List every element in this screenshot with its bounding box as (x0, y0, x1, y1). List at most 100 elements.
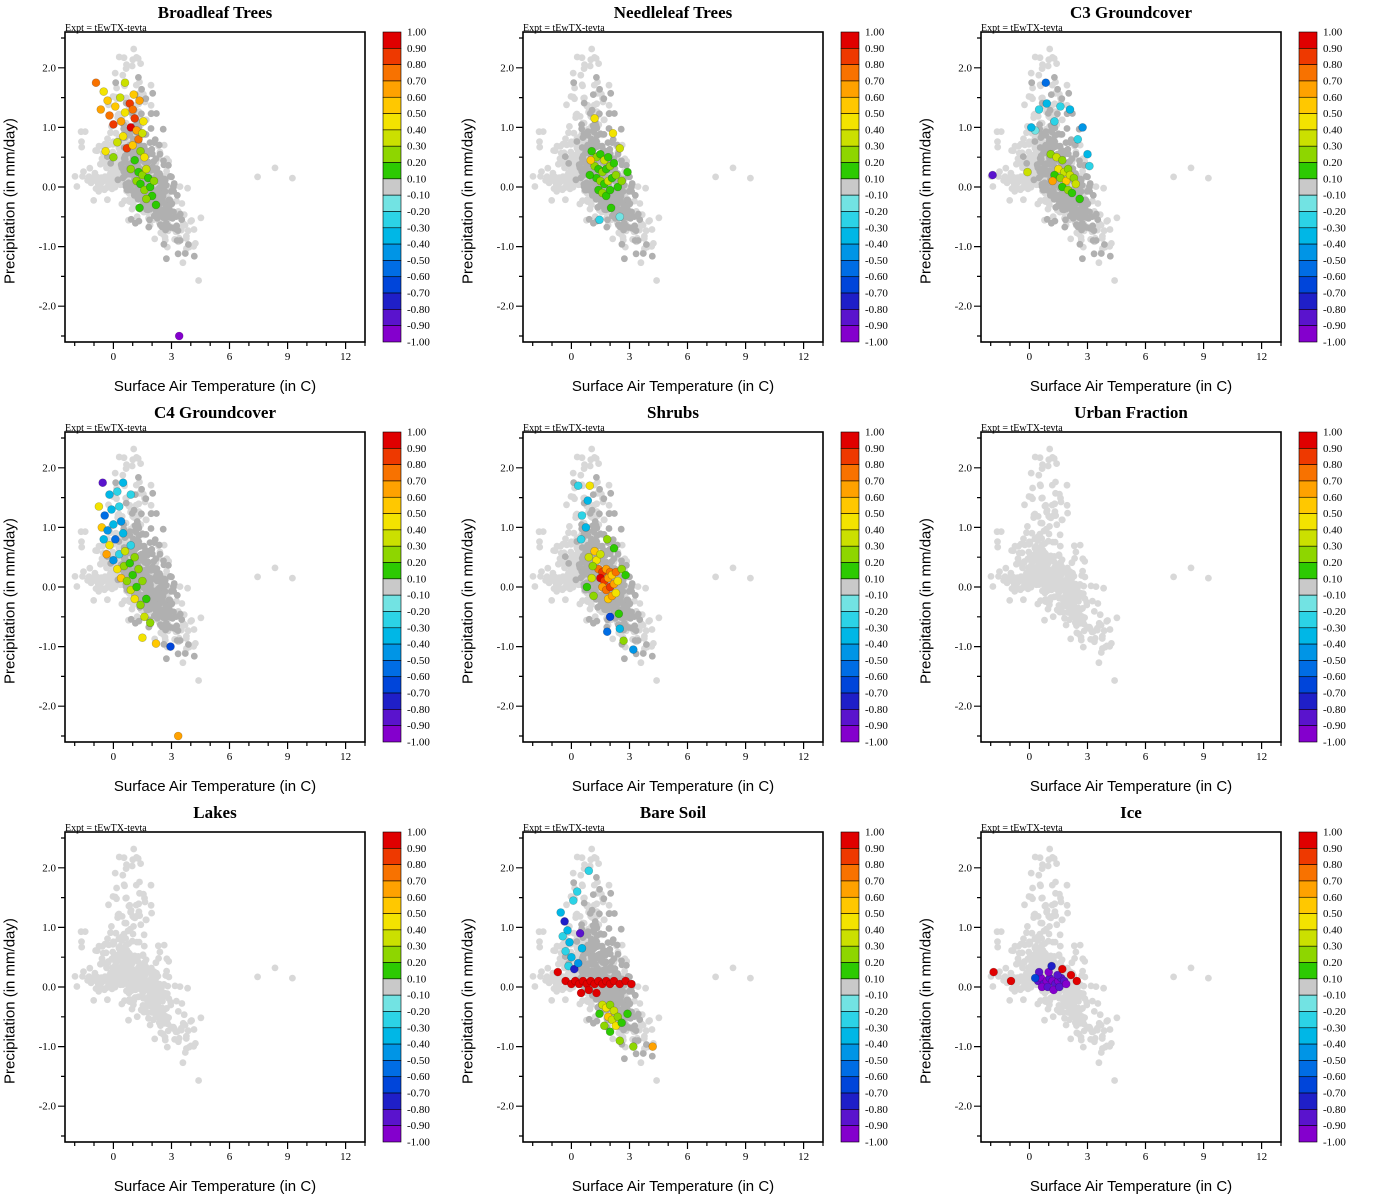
colorbar-label: 0.20 (865, 957, 885, 969)
plot-area: Expt = tEwTX-tevta 0 3 6 9 12 2.0 1.0 0.0 -1.0 -2.… (478, 823, 908, 1178)
svg-text:0.0: 0.0 (958, 182, 972, 194)
axis-ticks (58, 837, 366, 1149)
colorbar-label: -0.50 (407, 255, 430, 267)
svg-text:2.0: 2.0 (958, 62, 972, 74)
x-tick-labels: 0 3 6 9 12 (1027, 1151, 1267, 1163)
panel-c4-groundcover: C4 Groundcover Precipitation (in mm/day)… (0, 400, 458, 800)
scatter-plot: Expt = tEwTX-tevta 0 3 6 9 12 2.0 1.0 0.0 -1.0 -2.… (39, 23, 431, 363)
colorbar-label: 0.70 (1323, 75, 1343, 87)
expt-annotation: Expt = tEwTX-tevta (65, 824, 147, 834)
y-tick-labels: 2.01.00.0-1.0-2.0 (497, 862, 515, 1112)
colorbar-labels: 1.00 0.90 0.80 0.70 0.60 0.50 0.40 0.30 0.20 0.10… (865, 27, 888, 349)
colorbar-label: 0.10 (407, 973, 427, 985)
svg-text:6: 6 (1143, 351, 1149, 363)
colorbar-label: 0.50 (865, 508, 885, 520)
colorbar-label: 0.60 (1323, 492, 1343, 504)
svg-text:6: 6 (227, 751, 233, 763)
svg-text:12: 12 (340, 751, 351, 763)
colorbar-label: 0.10 (1323, 973, 1343, 985)
colorbar-label: 0.10 (407, 573, 427, 585)
colorbar-label: 0.10 (1323, 173, 1343, 185)
expt-annotation: Expt = tEwTX-tevta (65, 24, 147, 34)
svg-text:12: 12 (340, 351, 351, 363)
colorbar-label: 0.50 (1323, 908, 1343, 920)
colorbar-label: -0.90 (1323, 320, 1346, 332)
colorbar-label: -0.80 (865, 1104, 888, 1116)
expt-annotation: Expt = tEwTX-tevta (981, 424, 1063, 434)
colorbar-label: -0.90 (865, 720, 888, 732)
x-tick-labels: 0 3 6 9 12 (569, 751, 809, 763)
colorbar-label: -0.80 (407, 304, 430, 316)
colorbar-label: -0.30 (1323, 1022, 1346, 1034)
colorbar-label: -0.50 (407, 1055, 430, 1067)
expt-annotation: Expt = tEwTX-tevta (981, 824, 1063, 834)
colorbar-label: -0.60 (1323, 271, 1346, 283)
x-axis-label: Surface Air Temperature (in C) (1029, 378, 1233, 395)
colorbar-label: 0.50 (407, 508, 427, 520)
colorbar-label: 0.20 (1323, 957, 1343, 969)
colorbar-label: 0.30 (1323, 941, 1343, 953)
colorbar-labels: 1.00 0.90 0.80 0.70 0.60 0.50 0.40 0.30 0.20 0.10… (1323, 427, 1346, 749)
colorbar-label: -0.90 (407, 1120, 430, 1132)
colorbar-label: -0.50 (1323, 655, 1346, 667)
x-tick-labels: 0 3 6 9 12 (569, 351, 809, 363)
colorbar-label: -0.50 (1323, 255, 1346, 267)
svg-text:6: 6 (685, 751, 691, 763)
correlation-points (988, 78, 1094, 204)
colorbar-label: -0.50 (865, 255, 888, 267)
colorbar-label: 0.60 (865, 492, 885, 504)
svg-text:-1.0: -1.0 (497, 241, 515, 253)
colorbar-label: -0.30 (865, 222, 888, 234)
colorbar-label: 0.30 (407, 141, 427, 153)
colorbar (382, 31, 402, 343)
svg-text:9: 9 (743, 751, 749, 763)
colorbar-label: 0.20 (407, 157, 427, 169)
colorbar-label: -0.30 (407, 622, 430, 634)
x-axis-label: Surface Air Temperature (in C) (1029, 778, 1233, 795)
correlation-points (91, 78, 184, 341)
x-tick-labels: 0 3 6 9 12 (1027, 751, 1267, 763)
background-points (987, 845, 1212, 1084)
svg-text:1.0: 1.0 (500, 122, 514, 134)
x-axis-label: Surface Air Temperature (in C) (571, 1178, 775, 1195)
colorbar-label: -0.90 (407, 720, 430, 732)
colorbar-label: -0.60 (865, 271, 888, 283)
colorbar-label: -0.80 (407, 1104, 430, 1116)
colorbar-label: -0.20 (1323, 206, 1346, 218)
scatter-plot: Expt = tEwTX-tevta 0 3 6 9 12 2.0 1.0 0.0 -1.0 -2.… (955, 23, 1347, 363)
colorbar-label: 0.50 (865, 908, 885, 920)
colorbar-label: -0.90 (1323, 1120, 1346, 1132)
colorbar-label: -0.40 (407, 239, 430, 251)
x-axis-label: Surface Air Temperature (in C) (113, 1178, 317, 1195)
colorbar-label: -0.10 (1323, 990, 1346, 1002)
svg-text:-2.0: -2.0 (39, 701, 57, 713)
panel-c3-groundcover: C3 Groundcover Precipitation (in mm/day)… (916, 0, 1374, 400)
colorbar-label: 0.70 (407, 75, 427, 87)
colorbar-label: 0.80 (1323, 59, 1343, 71)
svg-text:-1.0: -1.0 (497, 641, 515, 653)
colorbar-label: 0.40 (1323, 124, 1343, 136)
colorbar-label: 0.40 (1323, 524, 1343, 536)
colorbar-label: 1.00 (407, 427, 427, 439)
colorbar-label: 0.80 (865, 859, 885, 871)
colorbar-label: -0.60 (865, 671, 888, 683)
panel-title: Urban Fraction (1074, 403, 1188, 422)
colorbar-label: -0.20 (865, 206, 888, 218)
svg-text:12: 12 (798, 351, 809, 363)
plot-area: Expt = tEwTX-tevta 0 3 6 9 12 2.0 1.0 0.0 -1.0 -2.… (478, 23, 908, 378)
y-axis-label: Precipitation (in mm/day) (459, 518, 477, 684)
colorbar-label: 0.10 (865, 173, 885, 185)
colorbar-label: -1.00 (1323, 737, 1346, 749)
y-tick-labels: 2.01.00.0-1.0-2.0 (39, 462, 57, 712)
colorbar-label: 0.50 (407, 908, 427, 920)
colorbar-label: 0.80 (407, 459, 427, 471)
svg-text:1.0: 1.0 (42, 122, 56, 134)
colorbar-label: 0.10 (865, 573, 885, 585)
colorbar-label: 0.10 (865, 973, 885, 985)
svg-text:0.0: 0.0 (42, 582, 56, 594)
colorbar-label: -0.70 (407, 288, 430, 300)
colorbar-label: -0.50 (1323, 1055, 1346, 1067)
svg-text:0: 0 (111, 351, 117, 363)
colorbar-label: 0.60 (407, 92, 427, 104)
colorbar-label: 0.90 (865, 843, 885, 855)
